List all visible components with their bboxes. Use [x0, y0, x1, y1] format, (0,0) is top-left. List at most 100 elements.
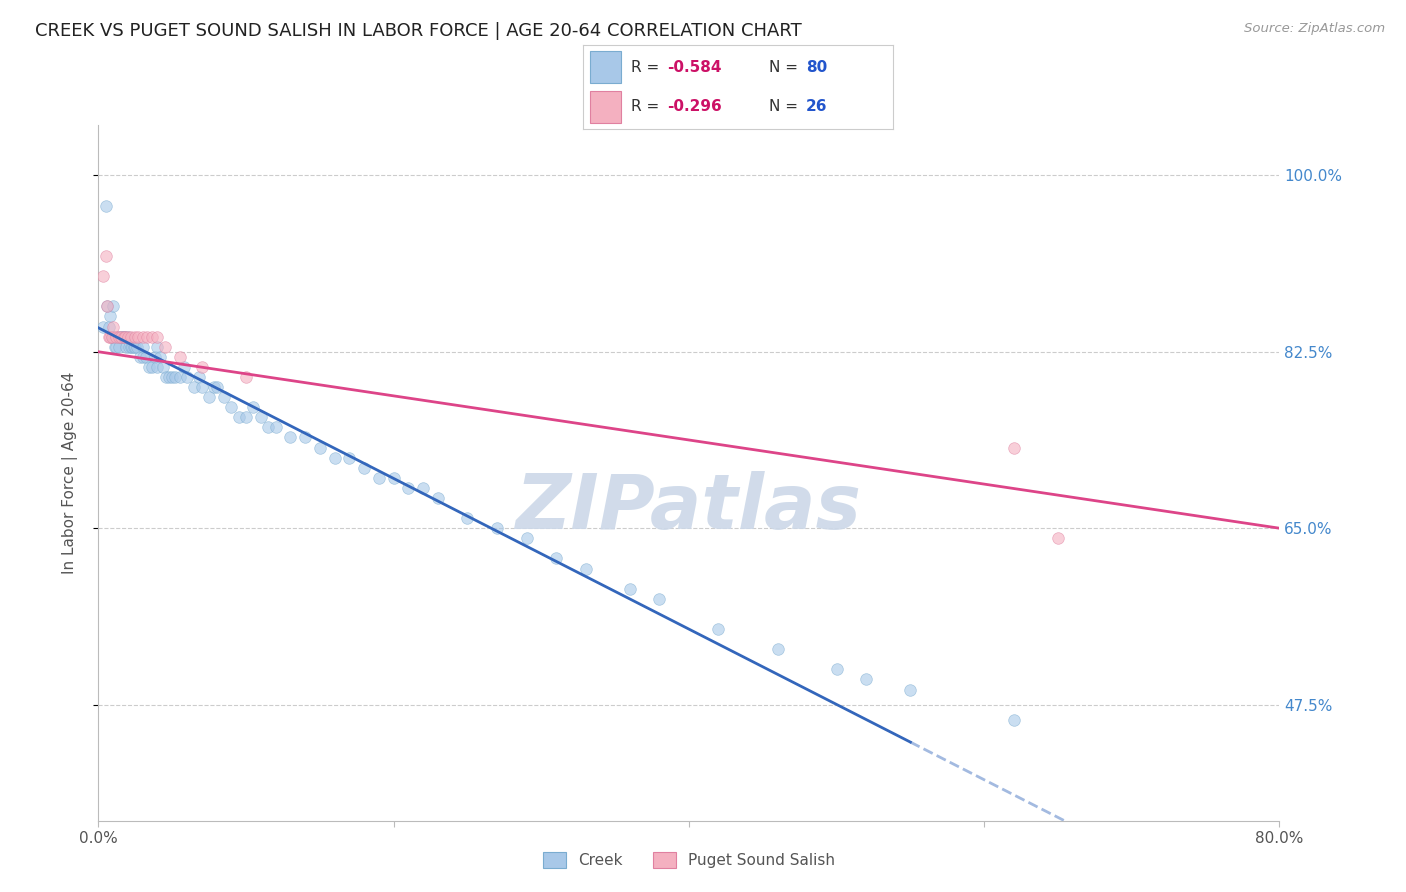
Point	[132, 340, 155, 354]
Point	[191, 380, 214, 394]
Point	[112, 329, 135, 343]
Point	[138, 359, 160, 374]
Point	[183, 380, 205, 394]
Point	[149, 350, 172, 364]
Point	[98, 329, 121, 343]
Point	[98, 310, 121, 324]
Point	[157, 370, 180, 384]
Point	[1046, 531, 1069, 545]
Point	[323, 450, 346, 465]
Point	[427, 491, 450, 505]
Point	[114, 329, 136, 343]
Point	[120, 329, 142, 343]
Point	[396, 481, 419, 495]
Point	[111, 329, 134, 343]
Point	[191, 359, 214, 374]
Point	[105, 329, 128, 343]
Point	[176, 370, 198, 384]
Point	[141, 359, 163, 374]
Point	[97, 319, 120, 334]
Point	[165, 370, 187, 384]
Point	[228, 410, 250, 425]
Point	[648, 591, 671, 606]
Point	[143, 350, 166, 364]
Point	[294, 430, 316, 444]
Legend: Creek, Puget Sound Salish: Creek, Puget Sound Salish	[536, 845, 842, 876]
Point	[198, 390, 221, 404]
Point	[97, 329, 120, 343]
Point	[91, 269, 114, 284]
Point	[146, 329, 169, 343]
Text: R =: R =	[631, 99, 665, 114]
Point	[103, 319, 125, 334]
Point	[105, 340, 128, 354]
Point	[235, 410, 257, 425]
Point	[250, 410, 273, 425]
Point	[219, 401, 242, 415]
Point	[382, 471, 405, 485]
Point	[162, 370, 183, 384]
Text: -0.584: -0.584	[666, 60, 721, 75]
Point	[132, 350, 155, 364]
Point	[486, 521, 509, 535]
Point	[118, 340, 141, 354]
Point	[353, 460, 375, 475]
Point	[169, 350, 191, 364]
Point	[309, 441, 332, 455]
Point	[278, 430, 302, 444]
Point	[117, 329, 139, 343]
Point	[412, 481, 434, 495]
Point	[136, 329, 159, 343]
Point	[110, 329, 132, 343]
Point	[205, 380, 228, 394]
Point	[96, 299, 118, 313]
Point	[155, 370, 177, 384]
Point	[825, 662, 848, 676]
Point	[114, 329, 136, 343]
Point	[766, 642, 789, 657]
Text: -0.296: -0.296	[666, 99, 721, 114]
Point	[1002, 713, 1025, 727]
Point	[707, 622, 730, 636]
Y-axis label: In Labor Force | Age 20-64: In Labor Force | Age 20-64	[62, 372, 77, 574]
Point	[124, 329, 146, 343]
Point	[124, 340, 146, 354]
Point	[146, 340, 169, 354]
Text: N =: N =	[769, 60, 803, 75]
Point	[264, 420, 287, 434]
Point	[515, 531, 537, 545]
Point	[257, 420, 280, 434]
Point	[121, 340, 143, 354]
Point	[339, 450, 360, 465]
Point	[128, 350, 150, 364]
Point	[110, 329, 132, 343]
Bar	[589, 91, 620, 122]
Point	[112, 329, 135, 343]
Point	[103, 299, 125, 313]
Point	[108, 329, 131, 343]
Point	[103, 329, 125, 343]
Text: Source: ZipAtlas.com: Source: ZipAtlas.com	[1244, 22, 1385, 36]
Point	[173, 359, 195, 374]
Point	[120, 340, 142, 354]
Text: ZIPatlas: ZIPatlas	[516, 471, 862, 544]
Point	[368, 471, 391, 485]
Point	[619, 582, 641, 596]
Bar	[589, 52, 620, 83]
Point	[135, 350, 157, 364]
Point	[1002, 441, 1025, 455]
Point	[900, 682, 922, 697]
Point	[242, 401, 264, 415]
Point	[187, 370, 209, 384]
Point	[125, 340, 148, 354]
Text: 26: 26	[806, 99, 828, 114]
Point	[100, 329, 122, 343]
Text: R =: R =	[631, 60, 665, 75]
Point	[235, 370, 257, 384]
Point	[574, 561, 596, 575]
Point	[153, 340, 176, 354]
Point	[94, 198, 117, 212]
Text: CREEK VS PUGET SOUND SALISH IN LABOR FORCE | AGE 20-64 CORRELATION CHART: CREEK VS PUGET SOUND SALISH IN LABOR FOR…	[35, 22, 801, 40]
Point	[122, 340, 145, 354]
Point	[132, 329, 155, 343]
